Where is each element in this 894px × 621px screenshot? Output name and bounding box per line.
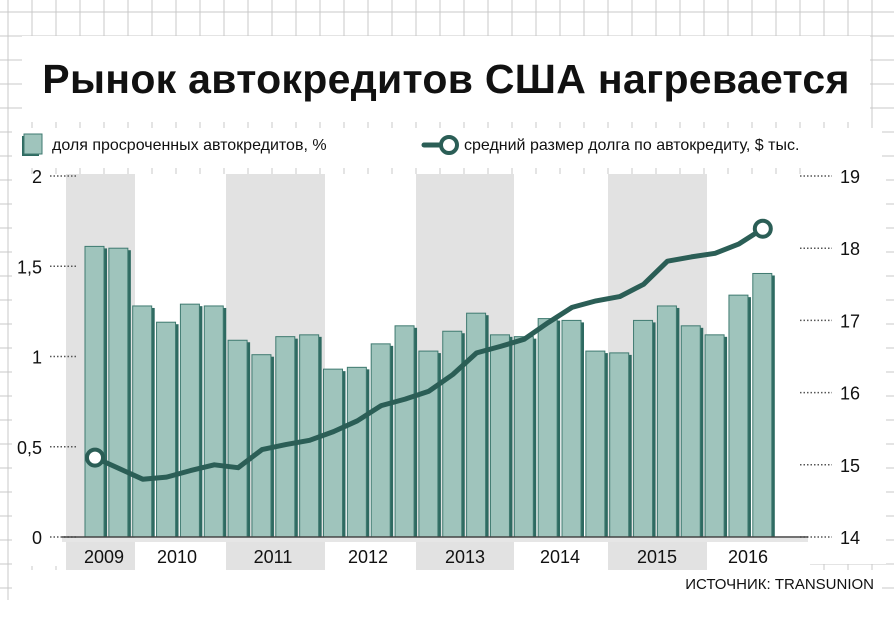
bar (84, 245, 105, 538)
bar (418, 350, 439, 538)
bar (537, 318, 558, 538)
year-label-2009: 2009 (84, 547, 124, 567)
bar (489, 334, 510, 538)
legend-line-label: средний размер долга по автокредиту, $ т… (464, 137, 799, 154)
right-tick-label: 19 (840, 167, 860, 187)
year-label-2010: 2010 (157, 547, 197, 567)
year-label-2015: 2015 (637, 547, 677, 567)
source-backdrop (12, 570, 882, 600)
legend-line-marker (439, 135, 459, 155)
right-tick-label: 15 (840, 456, 860, 476)
bar (275, 336, 296, 538)
source-note: ИСТОЧНИК: TRANSUNION (685, 576, 874, 593)
year-label-2012: 2012 (348, 547, 388, 567)
bar (346, 366, 367, 538)
left-tick-label: 1,5 (17, 257, 42, 277)
chart-title: Рынок автокредитов США нагревается (42, 55, 850, 102)
bar (704, 334, 725, 538)
right-tick-label: 14 (840, 528, 860, 548)
year-label-2011: 2011 (254, 547, 293, 567)
left-tick-label: 0 (32, 528, 42, 548)
bar (394, 325, 415, 538)
bar (179, 303, 200, 538)
bar (609, 352, 630, 538)
bar (513, 336, 534, 538)
bar (370, 343, 391, 538)
bar (227, 339, 248, 538)
right-tick-label: 17 (840, 311, 860, 331)
left-axis-backdrop (12, 174, 66, 566)
line-end-marker (752, 218, 773, 239)
right-tick-label: 18 (840, 239, 860, 259)
bar (108, 247, 129, 538)
bar (203, 305, 224, 538)
legend-bar-swatch (23, 133, 43, 155)
year-label-2013: 2013 (445, 547, 485, 567)
bar (728, 294, 749, 538)
year-label-2016: 2016 (728, 547, 768, 567)
bar (132, 305, 153, 538)
right-tick-label: 16 (840, 384, 860, 404)
bar (442, 330, 463, 538)
year-label-2014: 2014 (540, 547, 580, 567)
debt-line (92, 226, 766, 482)
bar (156, 321, 177, 538)
bar (633, 319, 654, 538)
left-tick-label: 1 (32, 348, 42, 368)
baseline-strip (62, 538, 808, 542)
left-tick-label: 0,5 (17, 438, 42, 458)
title-box: Рынок автокредитов США нагревается (22, 36, 870, 122)
line-start-marker (85, 447, 105, 468)
bar (561, 319, 582, 538)
legend-bar-label: доля просроченных автокредитов, % (52, 137, 327, 154)
left-tick-label: 2 (32, 167, 42, 187)
bar (752, 272, 773, 538)
right-axis-backdrop (810, 164, 886, 564)
bar (466, 312, 487, 538)
bar (323, 368, 343, 538)
bar (585, 350, 606, 538)
bar (680, 325, 701, 538)
bar (656, 305, 677, 538)
